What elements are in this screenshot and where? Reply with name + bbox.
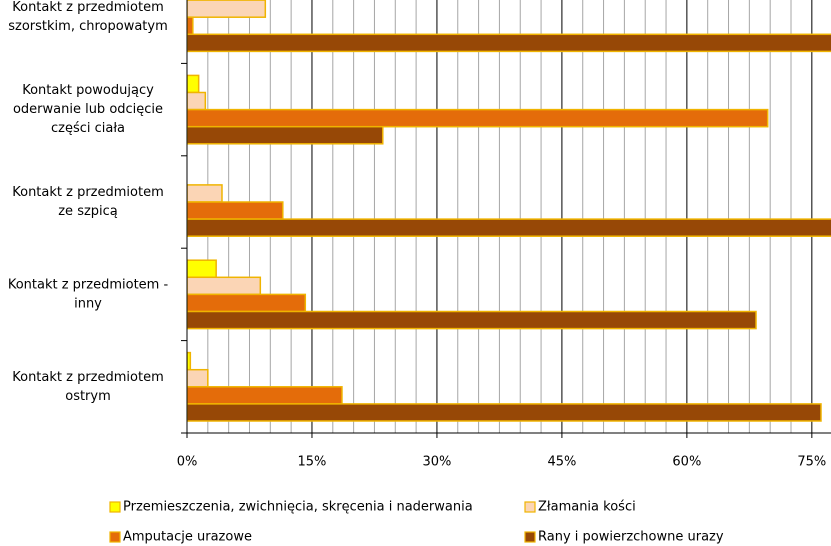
legend-swatch <box>524 501 536 513</box>
y-tick-label: szorstkim, chropowatym <box>8 19 168 34</box>
bar <box>187 16 194 36</box>
y-tick-label: ze szpicą <box>58 204 118 219</box>
x-tick-label: 75% <box>797 455 826 470</box>
y-tick-label: oderwanie lub odcięcie <box>13 102 163 117</box>
y-tick-label: inny <box>74 296 102 311</box>
legend-label: Rany i powierzchowne urazy <box>538 530 724 545</box>
x-tick-label: 0% <box>177 455 198 470</box>
bar <box>187 33 831 53</box>
bar <box>187 201 284 220</box>
bar <box>187 74 200 94</box>
bar <box>187 184 223 203</box>
legend-swatch <box>524 531 536 543</box>
bar <box>187 218 831 237</box>
bar <box>187 386 343 405</box>
x-tick-label: 60% <box>672 455 701 470</box>
bar <box>187 91 207 111</box>
bar <box>187 108 769 128</box>
bar <box>187 310 757 330</box>
bar <box>187 368 209 388</box>
legend-label: Złamania kości <box>538 500 636 515</box>
bar <box>187 403 822 422</box>
y-tick-label: Kontakt z przedmiotem - <box>8 277 169 292</box>
bars <box>187 0 831 422</box>
bar <box>187 276 262 296</box>
x-tick-label: 45% <box>547 455 576 470</box>
legend-label: Przemieszczenia, zwichnięcia, skręcenia … <box>123 500 473 515</box>
bar <box>187 259 217 279</box>
bar <box>187 125 384 145</box>
x-tick-label: 15% <box>298 455 327 470</box>
y-tick-label: ostrym <box>65 389 111 404</box>
bar <box>187 0 267 18</box>
y-tick-label: części ciała <box>51 121 125 136</box>
legend-swatch <box>109 531 121 543</box>
x-tick-label: 30% <box>422 455 451 470</box>
legend-label: Amputacje urazowe <box>123 530 252 545</box>
y-tick-label: Kontakt powodujący <box>22 83 154 98</box>
y-tick-label: Kontakt z przedmiotem <box>12 0 164 15</box>
legend-swatch <box>109 501 121 513</box>
y-tick-label: Kontakt z przedmiotem <box>12 370 164 385</box>
bar <box>187 293 307 313</box>
y-tick-label: Kontakt z przedmiotem <box>12 185 164 200</box>
